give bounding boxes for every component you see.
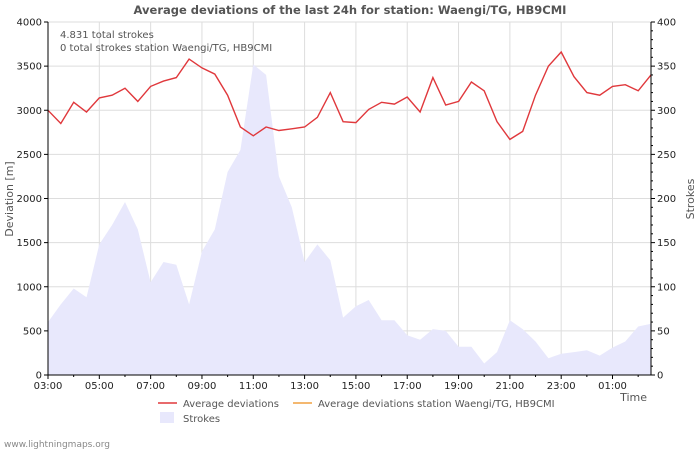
average-deviations-line	[47, 50, 652, 141]
y-axis-label: Deviation [m]	[3, 161, 16, 236]
x-tick-label: 01:00	[598, 381, 627, 392]
y-axis-right-ticks: 0 50 100 150 200 250 300 350 400	[651, 18, 676, 382]
y2-tick-label: 0	[657, 371, 663, 382]
legend-swatch-strokes	[160, 412, 174, 423]
y2-tick-label: 150	[657, 238, 676, 249]
y2-tick-label: 400	[657, 18, 676, 29]
y-axis-left-ticks: 0 500 1000 1500 2000 2500 3000 3500 4000	[17, 18, 48, 382]
x-tick-label: 13:00	[290, 381, 319, 392]
y-tick-label: 1000	[17, 282, 42, 293]
x-tick-label: 07:00	[136, 381, 165, 392]
x-tick-label: 09:00	[188, 381, 217, 392]
legend-label-average-deviations: Average deviations	[183, 399, 279, 410]
y2-tick-label: 50	[657, 326, 670, 337]
y2-tick-label: 200	[657, 194, 676, 205]
y-tick-label: 2500	[17, 150, 42, 161]
y2-tick-label: 100	[657, 282, 676, 293]
x-tick-label: 17:00	[393, 381, 422, 392]
legend-label-strokes: Strokes	[183, 414, 220, 425]
x-axis-ticks: 03:00 05:00 07:00 09:00 11:00 13:00 15:00 17:00…	[34, 375, 639, 392]
y-tick-label: 4000	[17, 18, 42, 29]
y-tick-label: 3000	[17, 106, 42, 117]
x-tick-label: 23:00	[547, 381, 576, 392]
chart-title: Average deviations of the last 24h for s…	[134, 3, 567, 17]
x-tick-label: 19:00	[444, 381, 473, 392]
x-tick-label: 03:00	[34, 381, 63, 392]
footer-credit: www.lightningmaps.org	[4, 440, 110, 450]
strokes-area	[48, 64, 651, 376]
legend: Average deviations Average deviations st…	[158, 399, 555, 425]
y2-tick-label: 300	[657, 106, 676, 117]
y-tick-label: 0	[36, 371, 42, 382]
x-tick-label: 21:00	[495, 381, 524, 392]
total-strokes-annotation: 4.831 total strokes	[60, 30, 154, 41]
x-tick-label: 05:00	[85, 381, 114, 392]
y2-tick-label: 350	[657, 62, 676, 73]
station-strokes-annotation: 0 total strokes station Waengi/TG, HB9CM…	[60, 43, 272, 54]
x-tick-label: 15:00	[342, 381, 371, 392]
x-tick-label: 11:00	[239, 381, 268, 392]
y-tick-label: 3500	[17, 62, 42, 73]
y2-axis-label: Strokes	[684, 178, 697, 219]
y-tick-label: 1500	[17, 238, 42, 249]
y-tick-label: 500	[23, 326, 42, 337]
y-tick-label: 2000	[17, 194, 42, 205]
x-axis-label: Time	[619, 391, 647, 404]
y2-tick-label: 250	[657, 150, 676, 161]
legend-label-station-deviations: Average deviations station Waengi/TG, HB…	[318, 399, 555, 410]
